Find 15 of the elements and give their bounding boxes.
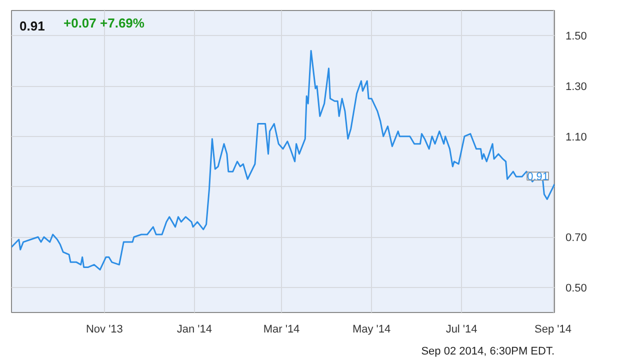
text: Sep 02 2014, 6:30PM EDT.	[421, 346, 555, 358]
x-tick-label: Mar '14	[263, 324, 300, 336]
text: 0.91	[20, 18, 45, 34]
x-tick-label: Jan '14	[176, 324, 212, 336]
y-tick-label: 0.70	[566, 232, 587, 244]
y-tick-label: 0.50	[566, 282, 587, 294]
y-tick-label: 1.30	[566, 81, 587, 93]
line-series	[12, 50, 554, 270]
chart-subtitle: +0.07 +7.69%	[64, 16, 145, 30]
x-tick-label: Sep '14	[534, 324, 572, 336]
y-tick-label: 1.50	[566, 30, 587, 43]
y-tick-label: 1.10	[566, 131, 587, 144]
x-tick-label: Nov '13	[86, 324, 123, 336]
x-tick-label: May '14	[352, 324, 391, 336]
x-tick-label: Jul '14	[446, 324, 478, 336]
